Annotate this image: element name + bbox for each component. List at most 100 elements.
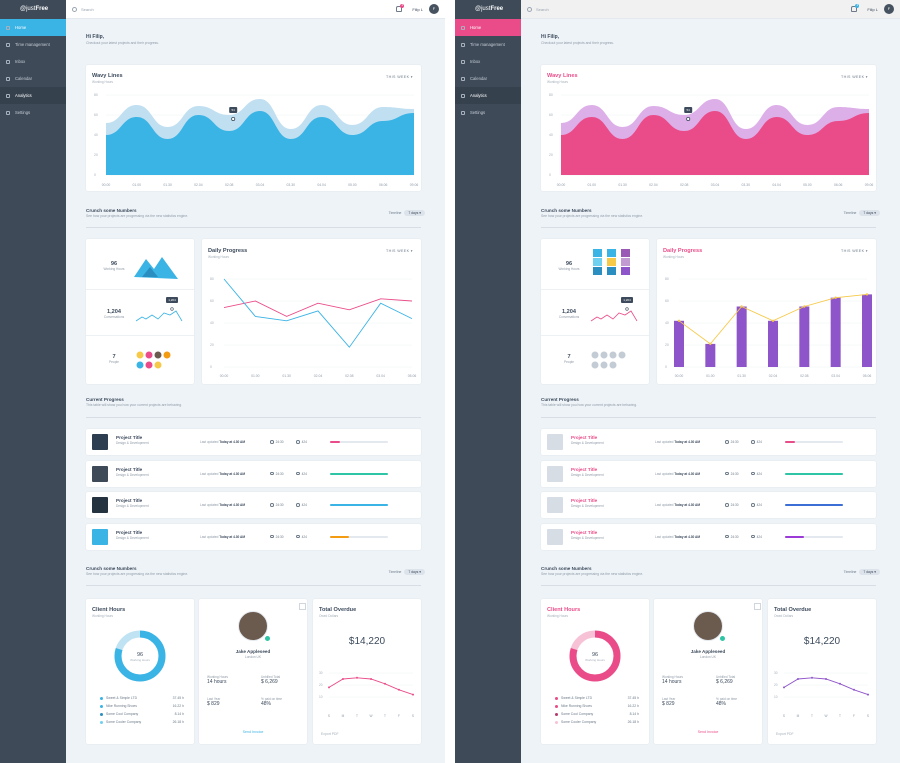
progress-bar [785,535,843,538]
sidebar-item-calendar[interactable]: Calendar [455,70,521,87]
sidebar-item-calendar[interactable]: Calendar [0,70,66,87]
project-row[interactable]: Project Title Design & Development Last up… [86,429,421,455]
period-dropdown[interactable]: THIS WEEK ▾ [841,249,868,253]
timeline-filter[interactable]: Timeline 7 days ▾ [844,210,880,216]
project-row[interactable]: Project Title Design & Development Last up… [541,429,876,455]
sparkline [135,310,183,322]
y-tick-label: 20 [319,683,323,687]
range-dropdown[interactable]: 7 days ▾ [859,569,880,575]
avatar[interactable]: F [884,4,894,14]
progress-fill [785,472,843,475]
dashboard-pink: @justFree Home Time management Inbox Calend… [455,0,900,763]
project-title[interactable]: Project Title [571,529,598,535]
y-tick-label: 10 [319,695,323,699]
divider [445,0,455,763]
bar [768,320,778,367]
x-tick-label: 02.04 [649,183,658,187]
x-tick-label: 05.00 [803,183,812,187]
last-updated: Last updated Today at 4.30 AM [655,534,701,539]
sidebar-item-inbox[interactable]: Inbox [455,53,521,70]
project-category: Design & Development [571,441,604,445]
y-tick-label: 40 [549,133,553,137]
progress-bar [330,441,388,443]
search-input[interactable]: Search [536,6,549,12]
project-title[interactable]: Project Title [116,466,143,472]
checkbox[interactable] [754,603,761,610]
checkbox[interactable] [299,603,306,610]
project-title[interactable]: Project Title [571,498,598,503]
search-input[interactable]: Search [81,6,94,12]
avatar[interactable]: F [429,4,439,14]
range-dropdown[interactable]: 7 days ▾ [404,569,425,575]
inbox-icon [461,59,465,64]
search-icon[interactable] [527,6,532,12]
period-dropdown[interactable]: THIS WEEK ▾ [386,249,413,253]
card-title: Total Overdue [774,607,812,613]
home-icon [6,25,10,30]
project-title[interactable]: Project Title [116,435,143,440]
project-row[interactable]: Project Title Design & Development Last up… [86,492,421,518]
search-icon[interactable] [72,6,77,12]
tooltip [166,297,178,303]
sidebar-item-analytics[interactable]: Analytics [455,87,521,104]
timeline-filter[interactable]: Timeline 7 days ▾ [844,569,880,575]
sidebar-item-inbox[interactable]: Inbox [0,53,66,70]
x-tick-label: 01.00 [706,374,715,378]
main-content: Hi Filip, Checkout your latest projects … [66,19,445,763]
project-title[interactable]: Project Title [571,435,598,440]
bell-icon[interactable]: 2 [851,4,860,12]
profile-card: Jake Appleseed London UK Working Hours 14… [199,599,307,744]
x-tick-label: S [867,714,869,718]
stacked-block [607,258,616,266]
x-tick-label: 01.00 [588,183,597,187]
y-tick-label: 30 [774,671,778,675]
bell-icon[interactable]: 2 [396,4,405,12]
stacked-block [607,267,616,275]
timeline-filter[interactable]: Timeline 7 days ▾ [389,210,425,216]
legend-dot [555,704,558,708]
sidebar-item-home[interactable]: Home [0,19,66,36]
working-hours: Working Hours 14 hours [207,675,229,685]
daily-chart: 80 60 40 20 0 00.00 01.00 01.30 02.04 02.08 03.04 0… [210,277,416,378]
sidebar-item-time-management[interactable]: Time management [0,36,66,53]
period-dropdown[interactable]: THIS WEEK ▾ [386,75,413,79]
user-name[interactable]: Filip L [412,6,423,12]
project-row[interactable]: Project Title Design & Development Last up… [541,460,876,487]
project-title[interactable]: Project Title [116,529,143,535]
sidebar-item-analytics[interactable]: Analytics [0,87,66,104]
daily-chart: 80 60 40 20 0 00.00 01.00 01.30 02.04 02.08 03.04 0… [665,277,872,378]
period-dropdown[interactable]: THIS WEEK ▾ [841,75,868,79]
y-tick-label: 80 [549,93,553,97]
user-name[interactable]: Filip L [867,6,878,12]
project-row[interactable]: Project Title Design & Development Last up… [541,523,876,550]
section-subtitle: See how your projects are progressing vi… [86,214,189,218]
timeline-filter[interactable]: Timeline 7 days ▾ [389,569,425,575]
comment-icon [296,471,300,476]
range-dropdown[interactable]: 7 days ▾ [859,210,880,216]
project-title[interactable]: Project Title [116,498,143,503]
project-row[interactable]: Project Title Design & Development Last up… [86,460,421,487]
sidebar-item-home[interactable]: Home [455,19,521,36]
project-row[interactable]: Project Title Design & Development Last up… [86,523,421,550]
sidebar-item-label: Calendar [15,76,32,81]
people-avatar [145,361,153,369]
range-dropdown[interactable]: 7 days ▾ [404,210,425,216]
time-tracked: 24:30 [725,440,739,444]
y-tick-label: 0 [665,365,667,369]
overdue-point [811,676,813,679]
project-title[interactable]: Project Title [571,466,598,472]
export-pdf-link[interactable]: Export PDF [321,732,339,736]
send-invoice-button[interactable]: Send Invoice [697,730,719,734]
sidebar-item-time-management[interactable]: Time management [455,36,521,53]
sidebar: @justFree Home Time management Inbox Calend… [0,0,66,763]
current-progress-section: Current Progress This table will show yo… [86,397,182,407]
project-thumbnail [547,497,563,513]
comment-icon [751,440,755,444]
export-pdf-link[interactable]: Export PDF [776,732,794,736]
project-row[interactable]: Project Title Design & Development Last up… [541,492,876,518]
trend-point [803,305,806,308]
sidebar-item-settings[interactable]: Settings [455,104,521,121]
send-invoice-button[interactable]: Send Invoice [242,730,264,734]
sidebar-item-label: Home [15,25,27,30]
sidebar-item-settings[interactable]: Settings [0,104,66,121]
